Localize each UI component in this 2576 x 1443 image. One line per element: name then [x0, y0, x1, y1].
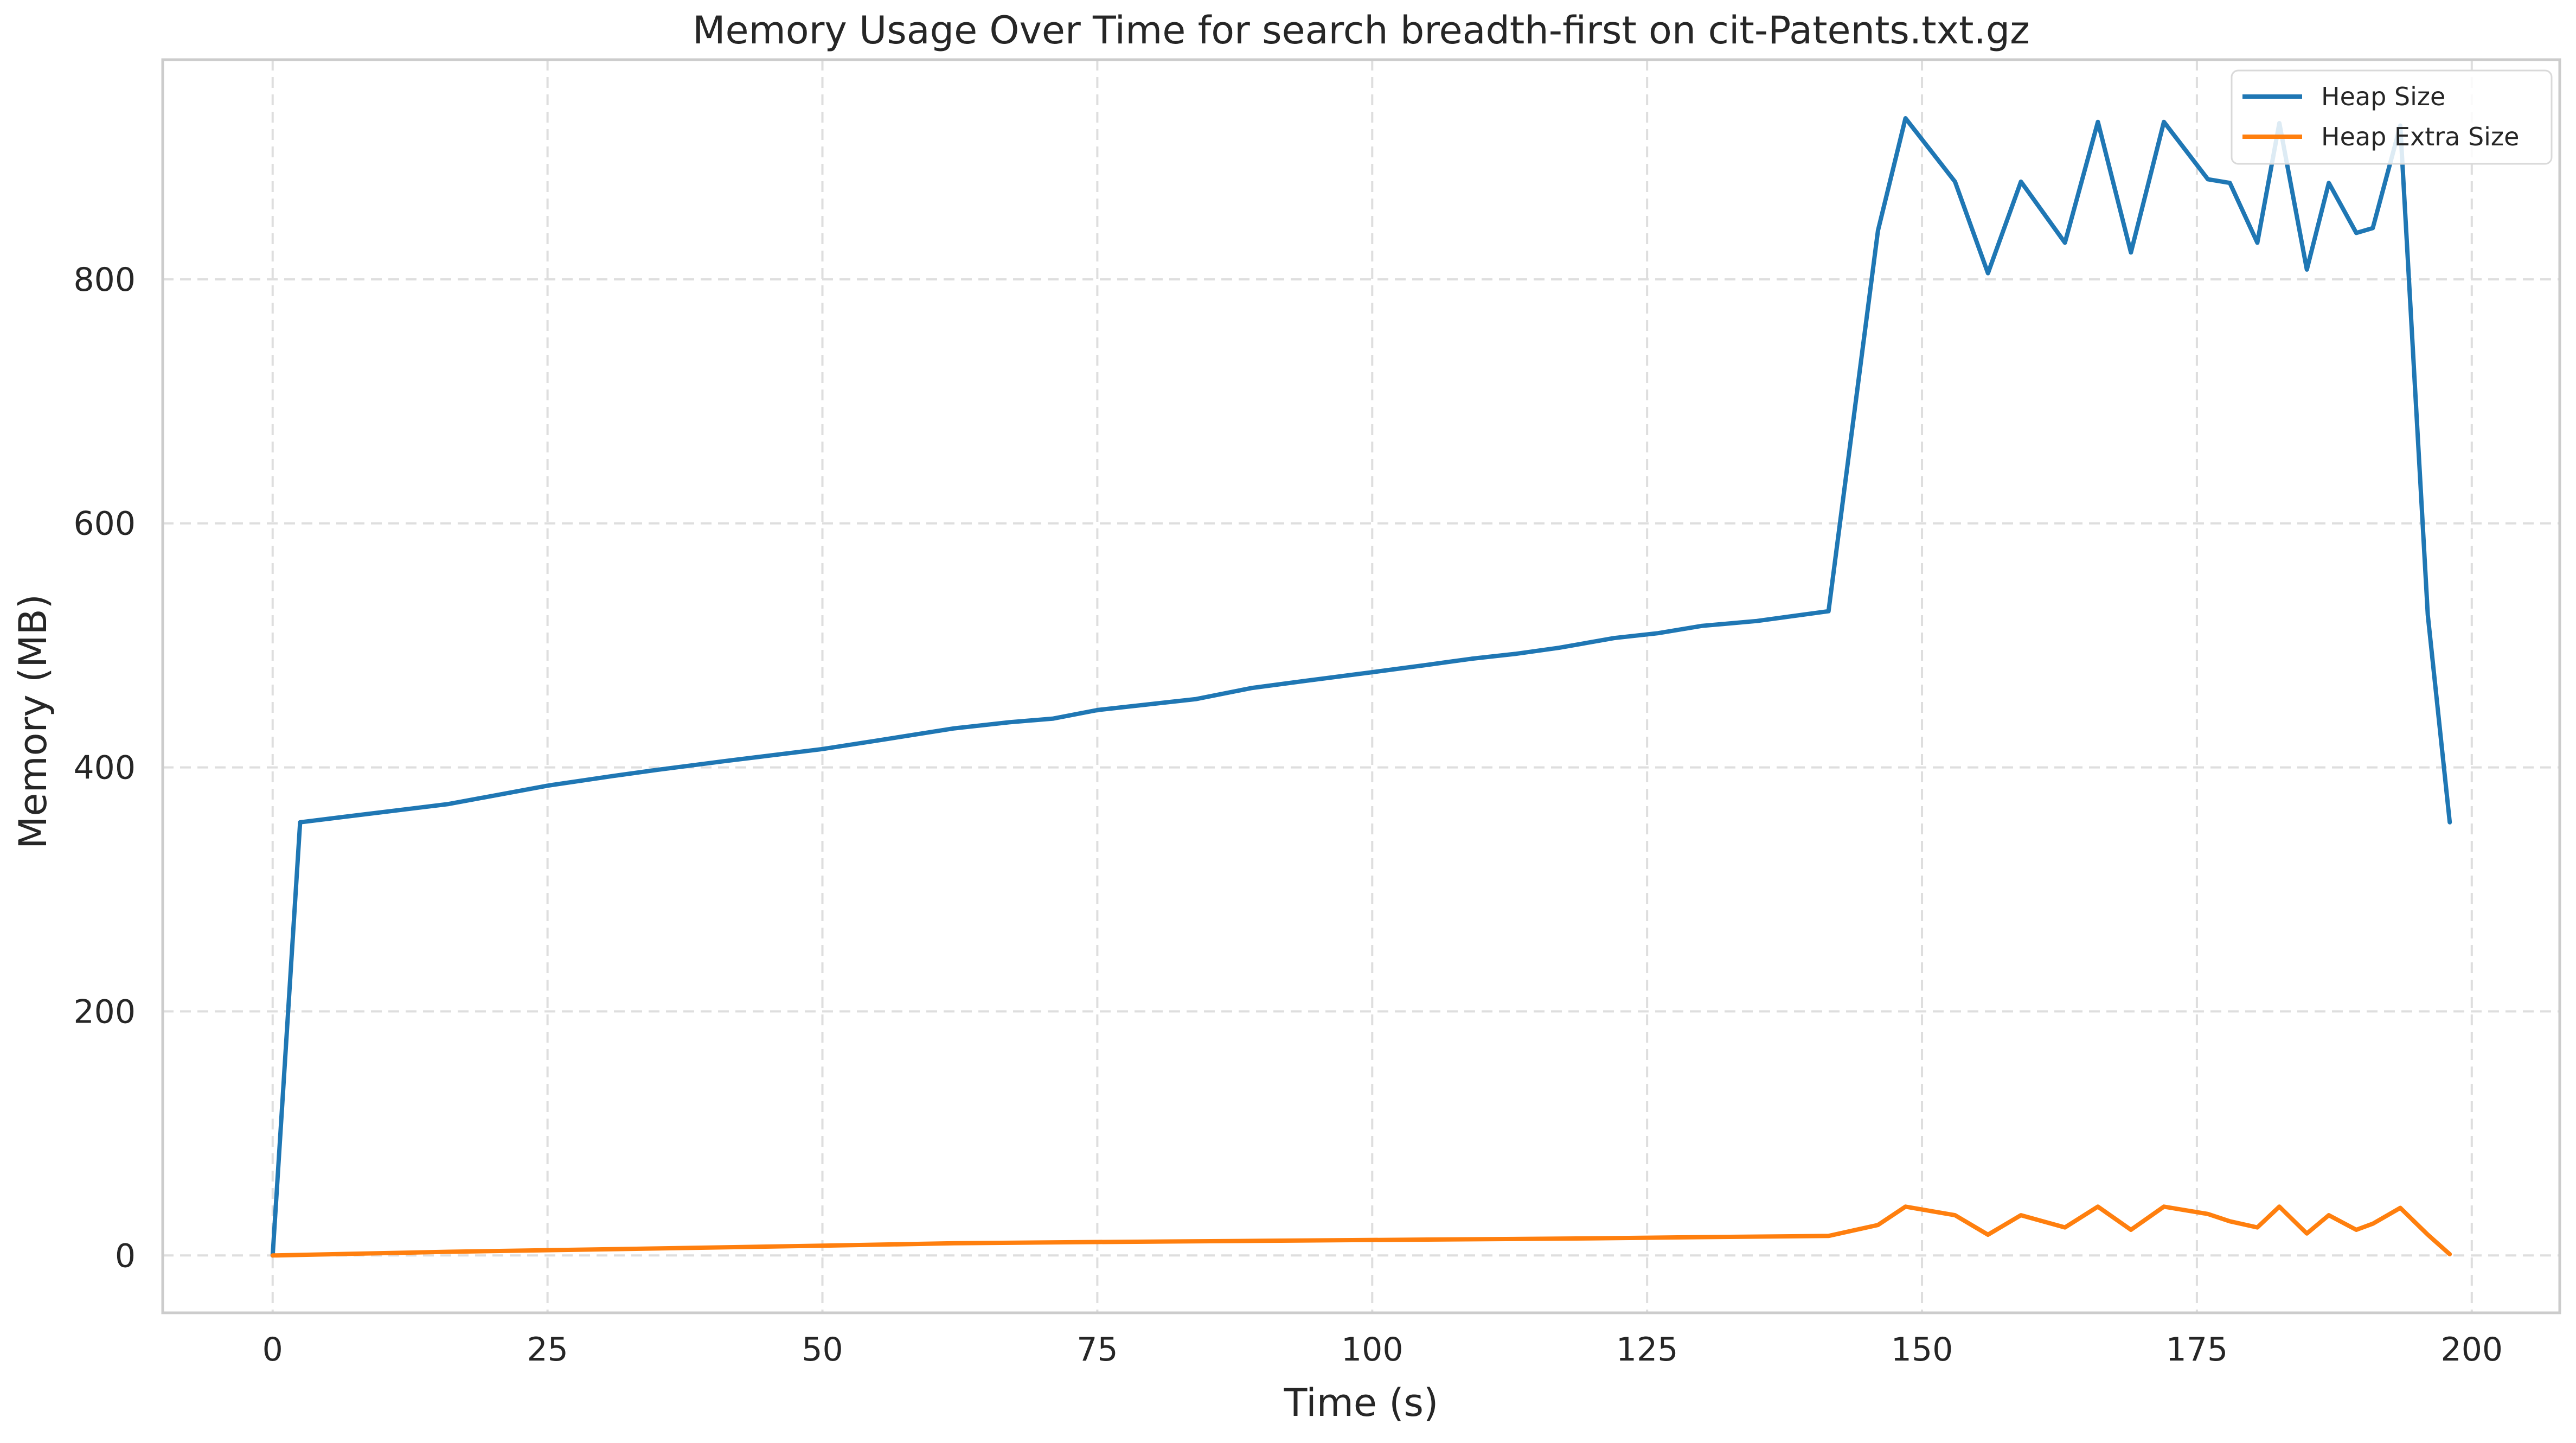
- legend-label-heap-extra-size: Heap Extra Size: [2321, 122, 2519, 151]
- y-tick-label: 800: [73, 261, 136, 299]
- x-tick-label: 0: [262, 1331, 283, 1369]
- legend: Heap Size Heap Extra Size: [2232, 71, 2552, 164]
- x-tick-label: 200: [2441, 1331, 2503, 1369]
- x-tick-label: 50: [802, 1331, 843, 1369]
- legend-label-heap-size: Heap Size: [2321, 82, 2445, 111]
- y-tick-label: 200: [73, 993, 136, 1031]
- x-tick-label: 75: [1076, 1331, 1118, 1369]
- y-tick-label: 600: [73, 505, 136, 543]
- x-axis-label: Time (s): [1284, 1381, 1439, 1425]
- chart-title: Memory Usage Over Time for search breadt…: [693, 8, 2030, 53]
- y-tick-label: 400: [73, 749, 136, 787]
- y-tick-label: 0: [115, 1237, 136, 1275]
- x-tick-label: 100: [1341, 1331, 1404, 1369]
- x-tick-label: 150: [1891, 1331, 1953, 1369]
- y-axis-label: Memory (MB): [11, 594, 55, 849]
- x-tick-label: 125: [1616, 1331, 1678, 1369]
- x-tick-label: 175: [2166, 1331, 2228, 1369]
- x-tick-label: 25: [527, 1331, 568, 1369]
